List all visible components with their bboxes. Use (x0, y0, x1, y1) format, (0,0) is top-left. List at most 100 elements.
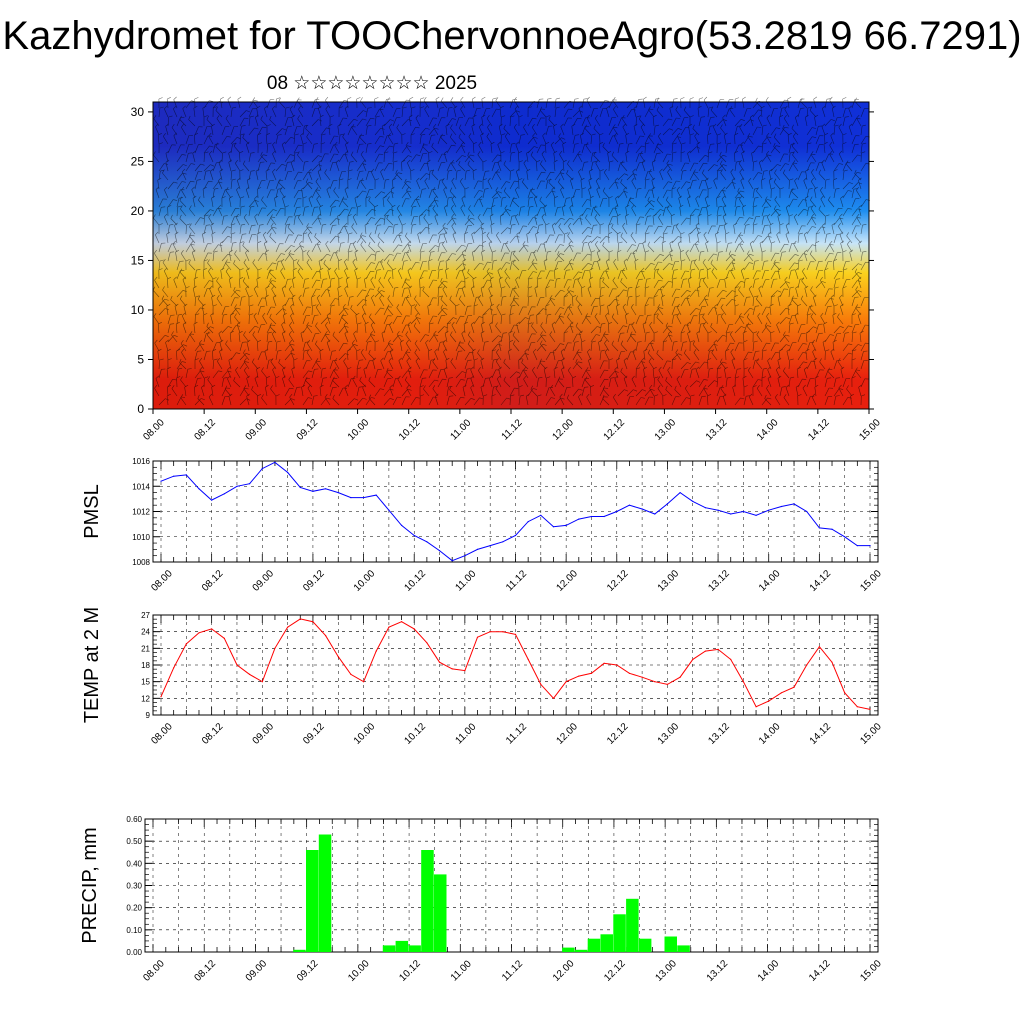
wind-barb (311, 189, 317, 199)
wind-barb (302, 279, 306, 289)
wind-barb (266, 162, 272, 172)
wind-barb-flag (380, 357, 384, 361)
wind-barb-flag (264, 240, 268, 244)
wind-barb-flag (236, 352, 241, 354)
wind-barb (269, 326, 277, 334)
wind-barb-flag (388, 163, 393, 165)
wind-barb (181, 127, 187, 136)
wind-barb (239, 207, 242, 217)
wind-barb-flag (368, 349, 371, 354)
wind-barb (284, 107, 287, 118)
wind-barb-flag (229, 249, 233, 253)
wind-barb-flag (257, 133, 262, 136)
wind-barb-flag (325, 333, 330, 336)
wind-barb (387, 262, 394, 271)
wind-barb-flag (344, 267, 348, 271)
wind-barb (392, 152, 394, 163)
wind-barb (180, 379, 187, 388)
wind-barb (227, 369, 232, 379)
wind-barb-flag (377, 232, 380, 237)
wind-barb (320, 254, 328, 262)
wind-barb-flag (285, 106, 290, 109)
wind-barb (251, 361, 259, 370)
wind-barb-flag (316, 294, 321, 299)
wind-barb (292, 279, 295, 289)
wind-barb (374, 109, 380, 118)
wind-barb (311, 164, 319, 172)
wind-barb (260, 119, 268, 127)
wind-barb (401, 370, 408, 379)
wind-barb-flag (255, 114, 259, 118)
wind-barb (181, 190, 187, 199)
wind-barb-flag (269, 232, 272, 237)
wind-barb (319, 117, 322, 127)
wind-barb (194, 386, 196, 397)
wind-barb (369, 316, 376, 325)
wind-barb (254, 216, 259, 226)
wind-barb (162, 172, 169, 181)
wind-barb-flag (331, 206, 336, 208)
wind-barb-flag (316, 360, 321, 362)
wind-barb (370, 279, 376, 289)
wind-barb (374, 252, 377, 262)
wind-barb-flag (356, 349, 361, 352)
wind-barb-flag (241, 296, 246, 298)
wind-barb (356, 135, 361, 145)
wind-barb (323, 263, 331, 271)
wind-barb (319, 351, 322, 361)
wind-barb-flag (289, 105, 293, 110)
wind-barb (212, 350, 214, 361)
wind-barb-flag (397, 375, 401, 380)
wind-barb (154, 388, 160, 397)
wind-barb (164, 108, 169, 118)
wind-barb (197, 398, 205, 406)
wind-barb-flag (407, 370, 412, 373)
wind-barb (290, 351, 295, 361)
wind-barb-flag (236, 186, 240, 191)
wind-barb (175, 252, 178, 262)
wind-barb (158, 260, 161, 271)
wind-barb-flag (245, 361, 250, 363)
wind-barb-flag (386, 304, 390, 309)
wind-barb (383, 315, 388, 325)
wind-barb (230, 137, 238, 145)
wind-barb-flag (162, 169, 165, 174)
wind-barb (392, 225, 395, 235)
wind-barb-flag (155, 123, 159, 127)
wind-barb (161, 299, 169, 307)
wind-barb-flag (322, 377, 328, 379)
wind-barb (355, 315, 358, 325)
wind-barb (284, 279, 288, 289)
wind-barb-flag (243, 259, 247, 263)
wind-barb (191, 252, 196, 262)
wind-barb-flag (386, 367, 389, 372)
wind-barb (293, 198, 298, 208)
wind-barb-flag (379, 105, 383, 110)
wind-barb-flag (574, 98, 579, 100)
wind-barb (203, 351, 207, 361)
wind-barb-flag (261, 196, 264, 201)
wind-barb-flag (326, 397, 331, 400)
wind-barb-flag (257, 241, 262, 244)
wind-barb (383, 119, 391, 127)
wind-barb-flag (166, 231, 171, 235)
wind-barb (360, 352, 367, 361)
wind-barb-flag (411, 106, 416, 109)
wind-barb (388, 280, 394, 289)
wind-barb-flag (245, 249, 249, 253)
wind-barb (272, 144, 277, 154)
wind-barb (401, 324, 407, 334)
wind-barb-flag (440, 97, 444, 102)
wind-barb (152, 290, 160, 298)
wind-barb-flag (410, 133, 415, 136)
wind-barb (166, 306, 169, 316)
wind-barb-flag (393, 151, 398, 154)
wind-barb (365, 189, 370, 199)
wind-barb-flag (210, 168, 214, 172)
wind-barb-flag (170, 251, 175, 253)
wind-barb (243, 334, 250, 343)
wind-barb-flag (396, 124, 400, 128)
wind-barb (306, 136, 313, 145)
wind-barb-flag (240, 196, 245, 199)
wind-barb (351, 127, 358, 136)
